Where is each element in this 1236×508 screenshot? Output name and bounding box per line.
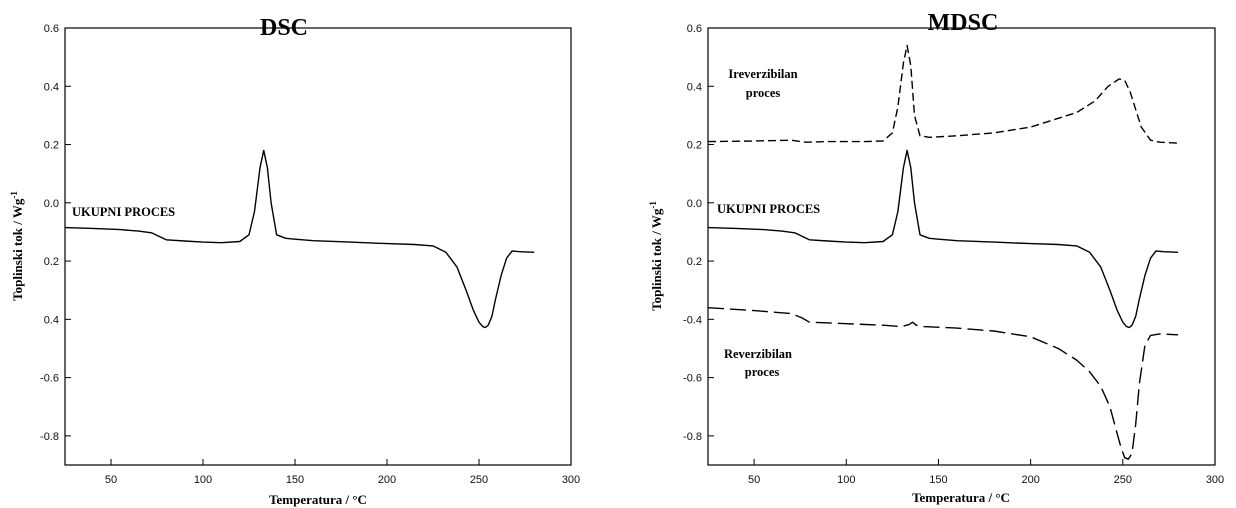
dsc-series-solid-line [64,149,535,329]
y-tick-label: -0.6 [683,373,702,385]
mdsc-series [707,44,1179,460]
y-tick-label: -0.8 [40,431,59,443]
x-tick-label: 50 [105,474,117,486]
dsc-x-ticks: 50 100 150 200 250 300 [105,459,580,486]
x-tick-label: 150 [929,474,947,486]
mdsc-series-longdash-line [707,307,1179,460]
dsc-y-axis-label: Toplinski tok / Wg-1 [9,191,25,301]
reversible-label-line1: Reverzibilan [724,347,792,361]
mdsc-x-ticks: 50 100 150 200 250 300 [748,459,1224,486]
irreversible-label-line2: proces [746,86,781,100]
mdsc-total-process-label: UKUPNI PROCES [717,202,820,216]
x-tick-label: 250 [470,474,488,486]
y-tick-label: 0.4 [44,314,59,326]
mdsc-y-axis-label: Toplinski tok / Wg-1 [648,201,664,311]
x-tick-label: 300 [1206,474,1224,486]
x-tick-label: 100 [837,474,855,486]
dsc-total-process-label: UKUPNI PROCES [72,205,175,219]
y-tick-label: -0.6 [40,373,59,385]
mdsc-series-dashed-line [707,44,1179,144]
y-tick-label: 0.4 [687,81,702,93]
y-tick-label: 0.0 [44,198,59,210]
y-tick-label: -0.8 [683,431,702,443]
x-tick-label: 300 [562,474,580,486]
mdsc-series-solid-line [707,149,1179,329]
y-tick-label: 0.6 [687,23,702,35]
mdsc-title: MDSC [928,10,999,36]
mdsc-y-ticks: 0.6 0.4 0.2 0.0 0.2 -0.4 -0.6 -0.8 [683,23,714,443]
dsc-x-axis-label: Temperatura / °C [269,492,367,507]
x-tick-label: 50 [748,474,760,486]
mdsc-x-axis-label: Temperatura / °C [912,490,1010,505]
y-tick-label: 0.4 [44,81,59,93]
y-tick-label: 0.2 [44,256,59,268]
x-tick-label: 200 [1021,474,1039,486]
y-tick-label: 0.2 [44,140,59,152]
dsc-plot-frame [64,27,572,466]
x-tick-label: 150 [286,474,304,486]
x-tick-label: 100 [194,474,212,486]
y-tick-label: 0.2 [687,140,702,152]
x-tick-label: 200 [378,474,396,486]
mdsc-plot-frame [707,27,1216,466]
y-tick-label: 0.0 [687,198,702,210]
y-tick-label: 0.2 [687,256,702,268]
y-tick-label: -0.4 [683,314,702,326]
dsc-y-ticks: 0.6 0.4 0.2 0.0 0.2 0.4 -0.6 -0.8 [40,23,71,443]
irreversible-label-line1: Ireverzibilan [728,67,797,81]
y-tick-label: 0.6 [44,23,59,35]
dsc-series [64,149,535,329]
x-tick-label: 250 [1114,474,1132,486]
reversible-label-line2: proces [745,365,780,379]
dsc-chart: DSC 50 100 150 200 250 300 0.60.40.20.00.20.4… [9,15,580,507]
mdsc-chart: MDSC 50 100 150 200 250 300 0.6 0.4 0.2 0.0 0.2 -0… [648,10,1224,505]
